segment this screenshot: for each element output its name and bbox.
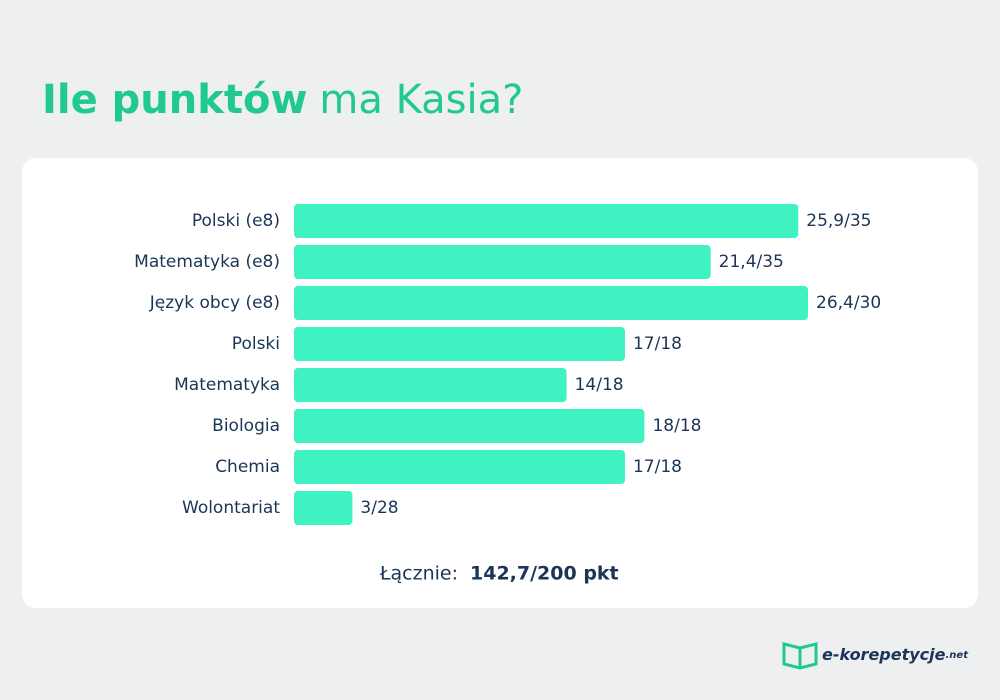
category-label: Polski (e8) xyxy=(192,211,280,231)
chart: Polski (e8) 25,9/35 Matematyka (e8) 21,4/35… xyxy=(134,204,881,525)
category-label: Chemia xyxy=(215,457,280,477)
bar xyxy=(294,204,799,238)
bar xyxy=(294,450,625,484)
bar xyxy=(294,368,567,402)
logo-name: e-korepetycje xyxy=(822,645,946,664)
bar xyxy=(294,409,645,443)
logo-text: e-korepetycje.net xyxy=(822,645,969,664)
title: Ile punktów ma Kasia? xyxy=(42,77,523,123)
category-label: Biologia xyxy=(212,416,280,436)
title-rest: ma Kasia? xyxy=(319,77,523,123)
value-label: 25,9/35 xyxy=(806,211,871,231)
value-label: 21,4/35 xyxy=(719,252,784,272)
logo: e-korepetycje.net xyxy=(782,642,969,670)
category-label: Wolontariat xyxy=(182,498,280,518)
bar xyxy=(294,245,711,279)
bar xyxy=(294,491,353,525)
value-label: 18/18 xyxy=(652,416,701,436)
value-label: 17/18 xyxy=(633,457,682,477)
value-label: 14/18 xyxy=(575,375,624,395)
logo-icon xyxy=(782,642,818,670)
value-label: 17/18 xyxy=(633,334,682,354)
bar xyxy=(294,327,625,361)
total: 142,7/200 pkt xyxy=(470,563,619,585)
bar xyxy=(294,286,809,320)
category-label: Polski xyxy=(232,334,280,354)
total-label: Łącznie: xyxy=(379,563,458,585)
value-label: 26,4/30 xyxy=(816,293,881,313)
category-label: Matematyka xyxy=(174,375,280,395)
value-label: 3/28 xyxy=(360,498,398,518)
title-bold: Ile punktów xyxy=(42,77,307,123)
category-label: Język obcy (e8) xyxy=(149,293,280,313)
category-label: Matematyka (e8) xyxy=(134,252,280,272)
logo-suffix: .net xyxy=(946,650,970,661)
